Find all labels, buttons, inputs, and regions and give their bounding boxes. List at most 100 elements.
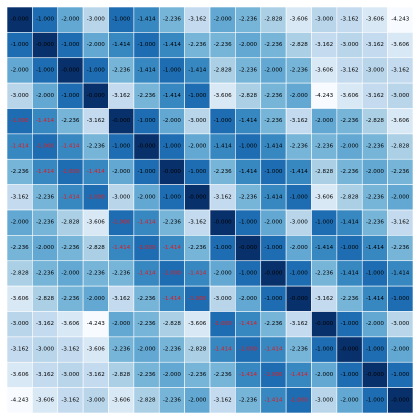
cell-label-r7-c7: -0.000	[188, 194, 206, 200]
cell-label-r12-c10: -2.236	[264, 321, 282, 327]
cell-label-r10-c14: -1.000	[366, 270, 384, 276]
cell-label-r6-c0: -2.236	[11, 169, 29, 175]
heatmap-cell-r9-c11	[285, 235, 312, 262]
cell-label-r4-c10: -2.236	[264, 118, 282, 124]
cell-label-r3-c0: -3.000	[11, 93, 29, 99]
cell-label-r2-c7: -1.414	[188, 67, 206, 73]
heatmap-cell-r0-c5	[133, 6, 160, 33]
heatmap-cell-r14-c3	[82, 361, 109, 388]
heatmap-cell-r7-c8	[209, 184, 236, 211]
cell-label-r7-c10: -1.414	[264, 194, 282, 200]
cell-label-r10-c6: -1.000	[163, 270, 181, 276]
heatmap-cell-r12-c6	[158, 311, 185, 338]
cell-label-r9-c5: -1.000	[138, 245, 156, 251]
heatmap-cell-r15-c1	[32, 387, 59, 414]
cell-label-r11-c10: -1.000	[264, 296, 282, 302]
cell-label-r11-c5: -2.236	[138, 296, 156, 302]
heatmap-cell-r0-c11	[285, 6, 312, 33]
heatmap-cell-r3-c5	[133, 82, 160, 109]
cell-label-r10-c7: -1.414	[188, 270, 206, 276]
cell-label-r11-c14: -1.414	[366, 296, 384, 302]
heatmap-cell-r2-c15	[387, 57, 414, 84]
cell-label-r11-c0: -3.606	[11, 296, 29, 302]
heatmap-cell-r14-c2	[57, 361, 84, 388]
cell-label-r1-c11: -2.828	[290, 42, 308, 48]
cell-label-r3-c2: -1.000	[61, 93, 79, 99]
cell-label-r2-c8: -2.828	[214, 67, 232, 73]
heatmap-cell-r7-c9	[235, 184, 262, 211]
heatmap-cell-r6-c0	[6, 158, 33, 185]
cell-label-r5-c7: -2.000	[188, 144, 206, 150]
heatmap-cell-r3-c6	[158, 82, 185, 109]
cell-label-r11-c11: -0.000	[290, 296, 308, 302]
cell-label-r11-c2: -2.236	[61, 296, 79, 302]
heatmap-cell-r14-c11	[285, 361, 312, 388]
cell-label-r10-c2: -2.000	[61, 270, 79, 276]
heatmap-cell-r2-c3	[82, 57, 109, 84]
heatmap-cell-r10-c12	[311, 260, 338, 287]
heatmap-cell-r13-c3	[82, 336, 109, 363]
cell-label-r13-c13: -0.000	[341, 347, 359, 353]
cell-label-r6-c1: -1.414	[36, 169, 54, 175]
heatmap-cell-r7-c7	[184, 184, 211, 211]
cell-label-r0-c1: -1.000	[36, 17, 54, 23]
cell-label-r13-c5: -2.000	[138, 347, 156, 353]
cell-label-r12-c14: -2.000	[366, 321, 384, 327]
heatmap-cell-r2-c6	[158, 57, 185, 84]
cell-label-r12-c12: -0.000	[315, 321, 333, 327]
cell-label-r2-c3: -1.000	[87, 67, 105, 73]
cell-label-r5-c15: -2.828	[391, 144, 409, 150]
cell-label-r3-c1: -2.000	[36, 93, 54, 99]
heatmap-cell-r15-c9	[235, 387, 262, 414]
heatmap-cell-r6-c3	[82, 158, 109, 185]
cell-label-r7-c3: -1.000	[87, 194, 105, 200]
cell-label-r15-c0: -4.243	[11, 397, 29, 403]
heatmap-cell-r5-c8	[209, 133, 236, 160]
cell-label-r0-c6: -2.236	[163, 17, 181, 23]
heatmap-cell-r11-c5	[133, 285, 160, 312]
cell-label-r15-c12: -3.000	[315, 397, 333, 403]
cell-label-r13-c7: -2.828	[188, 347, 206, 353]
cell-label-r15-c1: -3.606	[36, 397, 54, 403]
cell-label-r7-c0: -3.162	[11, 194, 29, 200]
cell-label-r4-c9: -1.414	[239, 118, 257, 124]
heatmap-cell-r14-c1	[32, 361, 59, 388]
cell-label-r14-c4: -2.828	[112, 372, 130, 378]
cell-label-r8-c12: -1.000	[315, 220, 333, 226]
heatmap-cell-r14-c14	[361, 361, 388, 388]
heatmap-cell-r6-c6	[158, 158, 185, 185]
cell-label-r14-c8: -2.236	[214, 372, 232, 378]
heatmap-cell-r0-c9	[235, 6, 262, 33]
heatmap-cell-r9-c0	[6, 235, 33, 262]
cell-label-r14-c3: -3.162	[87, 372, 105, 378]
heatmap-cell-r7-c2	[57, 184, 84, 211]
cell-label-r15-c10: -1.414	[264, 397, 282, 403]
cell-label-r8-c3: -3.606	[87, 220, 105, 226]
cell-label-r3-c13: -3.606	[341, 93, 359, 99]
heatmap-cell-r11-c2	[57, 285, 84, 312]
cell-label-r9-c7: -2.236	[188, 245, 206, 251]
cell-label-r7-c4: -3.000	[112, 194, 130, 200]
heatmap-cell-r7-c10	[260, 184, 287, 211]
heatmap-cell-r5-c14	[361, 133, 388, 160]
heatmap-cell-r6-c1	[32, 158, 59, 185]
cell-label-r3-c5: -2.236	[138, 93, 156, 99]
cell-label-r13-c8: -1.414	[214, 347, 232, 353]
heatmap-cell-r14-c4	[108, 361, 135, 388]
heatmap-cell-r15-c6	[158, 387, 185, 414]
cell-label-r9-c10: -1.000	[264, 245, 282, 251]
cell-label-r14-c11: -1.414	[290, 372, 308, 378]
heatmap-cell-r2-c13	[336, 57, 363, 84]
cell-label-r1-c0: -1.000	[11, 42, 29, 48]
heatmap-cell-r9-c4	[108, 235, 135, 262]
cell-label-r10-c9: -1.000	[239, 270, 257, 276]
cell-label-r5-c5: -0.000	[138, 144, 156, 150]
heatmap-cell-r12-c0	[6, 311, 33, 338]
cell-label-r12-c8: -1.000	[214, 321, 232, 327]
cell-label-r6-c13: -2.236	[341, 169, 359, 175]
heatmap-cell-r6-c10	[260, 158, 287, 185]
heatmap-cell-r2-c7	[184, 57, 211, 84]
cell-label-r9-c9: -0.000	[239, 245, 257, 251]
